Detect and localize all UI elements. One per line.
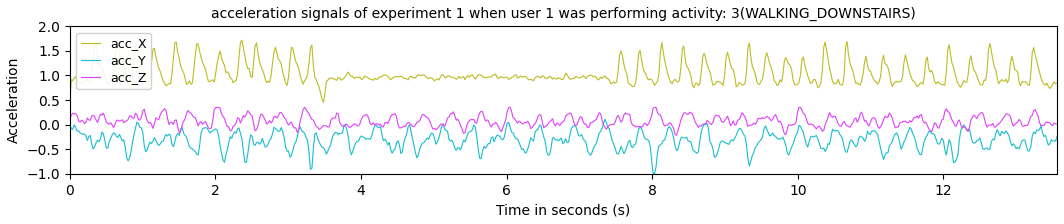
acc_Z	[1050, 123, 1063, 125]
acc_Y	[599, 118, 612, 121]
acc_Z	[72, 119, 85, 122]
Line: acc_Y: acc_Y	[70, 119, 1057, 174]
X-axis label: Time in seconds (s): Time in seconds (s)	[496, 203, 631, 217]
acc_Z	[66, 112, 79, 115]
acc_Z	[542, 122, 554, 125]
Y-axis label: Acceleration: Acceleration	[7, 57, 21, 143]
acc_X	[72, 82, 85, 84]
acc_Y	[64, 124, 77, 127]
acc_Z	[230, 122, 243, 124]
acc_X	[229, 80, 242, 83]
acc_X	[66, 80, 79, 82]
acc_Z	[312, 126, 325, 129]
Line: acc_X: acc_X	[70, 40, 1057, 103]
acc_Z	[670, 134, 683, 137]
Line: acc_Z: acc_Z	[70, 107, 1057, 135]
acc_Z	[64, 119, 77, 121]
acc_X	[558, 76, 570, 78]
acc_X	[235, 39, 248, 41]
Title: acceleration signals of experiment 1 when user 1 was performing activity: 3(WALK: acceleration signals of experiment 1 whe…	[211, 7, 916, 21]
acc_Y	[66, 128, 79, 131]
acc_X	[317, 101, 330, 104]
acc_Y	[555, 137, 568, 139]
acc_Y	[310, 131, 322, 134]
acc_X	[312, 83, 325, 86]
acc_X	[1050, 81, 1063, 84]
acc_Y	[647, 172, 660, 175]
acc_Z	[556, 121, 569, 123]
acc_Y	[1050, 135, 1063, 138]
acc_Y	[229, 130, 242, 133]
acc_Y	[72, 130, 85, 132]
acc_Y	[541, 150, 553, 153]
acc_X	[64, 100, 77, 102]
acc_Z	[210, 106, 222, 109]
Legend: acc_X, acc_Y, acc_Z: acc_X, acc_Y, acc_Z	[77, 32, 151, 89]
acc_X	[544, 75, 556, 78]
